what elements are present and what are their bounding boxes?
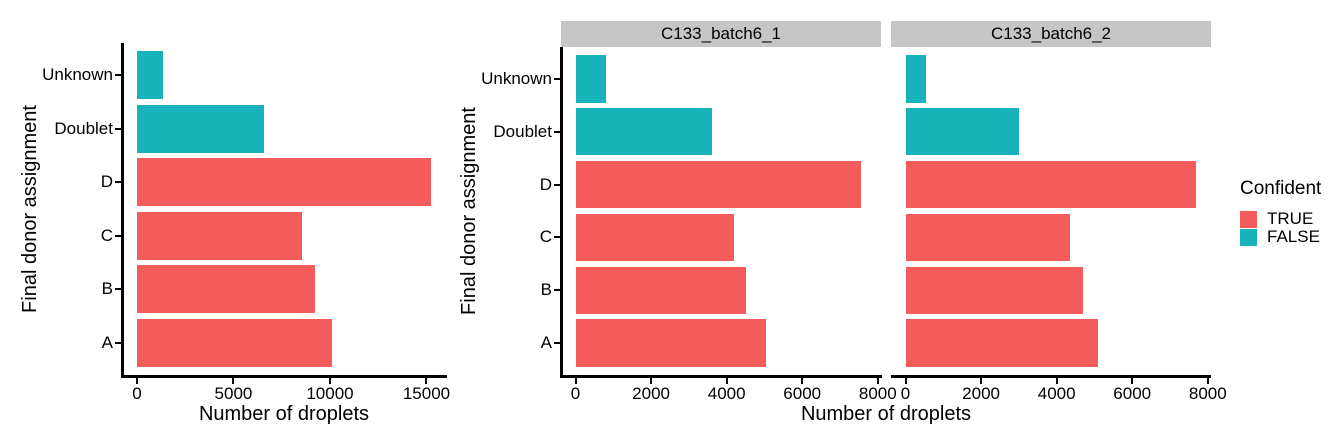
bar-batch2-d [905,160,1197,209]
y-tick-mark-facets-unknown [554,77,560,80]
y-tick-mark-facets-a [554,342,560,345]
facet-strip-batch2: C133_batch6_2 [891,21,1211,47]
x-tick-label-batch2-0: 0 [900,384,911,403]
bar-batch1-unknown [575,54,606,103]
x-axis-title-left: Number of droplets [198,403,370,425]
y-axis-title-left: Final donor assignment [19,105,41,313]
y-cat-label-facets-c: C [539,227,552,247]
legend-swatch-false [1240,228,1257,246]
x-tick-mark-combined-10000 [328,377,331,384]
bar-batch1-d [575,160,861,209]
x-tick-mark-batch1-8000 [876,377,879,384]
x-tick-label-combined-0: 0 [132,384,142,403]
bar-batch1-doublet [575,107,712,156]
y-cat-label-left-c: C [100,225,113,245]
x-tick-label-combined-10000: 10000 [306,384,354,403]
bar-batch2-a [905,319,1098,368]
y-cat-label-left-d: D [100,172,113,192]
bar-combined-doublet [136,104,265,153]
legend-key-false: FALSE [1240,228,1321,246]
x-tick-label-combined-5000: 5000 [214,384,253,403]
facet-strip-label-batch1: C133_batch6_1 [660,24,782,43]
x-tick-label-batch2-2000: 2000 [962,384,1000,403]
y-cat-label-left-a: A [101,332,113,352]
y-cat-label-facets-a: A [540,333,552,353]
y-cat-label-facets-b: B [540,280,552,300]
y-tick-mark-left-d [115,181,121,184]
x-tick-mark-batch2-6000 [1131,377,1134,384]
y-tick-mark-left-doublet [115,127,121,130]
legend-label-false: FALSE [1267,227,1320,246]
bar-combined-c [136,211,302,260]
x-tick-mark-batch1-4000 [725,377,728,384]
x-tick-label-batch1-0: 0 [570,384,581,403]
y-tick-mark-facets-c [554,236,560,239]
x-tick-mark-batch2-8000 [1206,377,1209,384]
bar-batch1-c [575,213,735,262]
x-tick-label-batch1-2000: 2000 [632,384,670,403]
bar-combined-b [136,265,315,314]
legend-swatch-true [1240,210,1257,228]
bar-combined-a [136,318,333,367]
y-tick-mark-left-unknown [115,74,121,77]
legend: Confident TRUE FALSE [1240,178,1321,246]
bar-batch2-c [905,213,1070,262]
bar-combined-unknown [136,51,164,100]
x-tick-mark-combined-5000 [232,377,235,384]
bar-batch2-b [905,266,1084,315]
bar-batch1-b [575,266,747,315]
y-cat-label-facets-doublet: Doublet [493,121,552,141]
x-tick-mark-batch1-0 [574,377,577,384]
facet-strip-batch1: C133_batch6_1 [561,21,881,47]
bar-batch2-doublet [905,107,1019,156]
legend-key-true: TRUE [1240,210,1321,228]
y-tick-mark-facets-b [554,289,560,292]
y-cat-label-facets-d: D [539,174,552,194]
x-axis-line-facet2 [891,375,1211,378]
x-tick-mark-batch1-2000 [650,377,653,384]
y-cat-label-left-unknown: Unknown [42,65,113,85]
y-axis-line-facet1 [560,47,563,378]
y-tick-mark-left-a [115,341,121,344]
x-tick-mark-batch2-4000 [1055,377,1058,384]
x-tick-label-batch1-8000: 8000 [858,384,897,403]
bar-combined-d [136,158,432,207]
x-tick-label-batch2-8000: 8000 [1188,384,1227,403]
x-tick-label-batch1-4000: 4000 [707,384,746,403]
y-cat-label-facets-unknown: Unknown [481,68,552,88]
bar-batch2-unknown [905,54,927,103]
y-tick-mark-facets-d [554,183,560,186]
x-axis-line-left [121,375,447,378]
x-tick-mark-batch2-2000 [980,377,983,384]
facet-strip-label-batch2: C133_batch6_2 [990,24,1112,43]
y-tick-mark-left-c [115,234,121,237]
x-axis-line-facet1 [560,375,882,378]
x-tick-label-batch2-6000: 6000 [1113,384,1152,403]
x-tick-label-batch1-6000: 6000 [783,384,822,403]
x-tick-mark-batch1-6000 [801,377,804,384]
legend-label-true: TRUE [1267,209,1314,228]
x-tick-mark-combined-15000 [425,377,428,384]
x-tick-label-batch2-4000: 4000 [1037,384,1076,403]
x-tick-mark-combined-0 [135,377,138,384]
y-cat-label-left-doublet: Doublet [54,118,113,138]
y-axis-title-facets: Final donor assignment [458,107,480,315]
x-tick-mark-batch2-0 [904,377,907,384]
y-axis-line-left [121,43,124,378]
legend-title: Confident [1240,178,1322,199]
y-cat-label-left-b: B [101,279,113,299]
bar-batch1-a [575,319,766,368]
y-tick-mark-facets-doublet [554,130,560,133]
x-tick-label-combined-15000: 15000 [402,384,451,403]
x-axis-title-facets: Number of droplets [800,403,972,425]
y-tick-mark-left-b [115,288,121,291]
